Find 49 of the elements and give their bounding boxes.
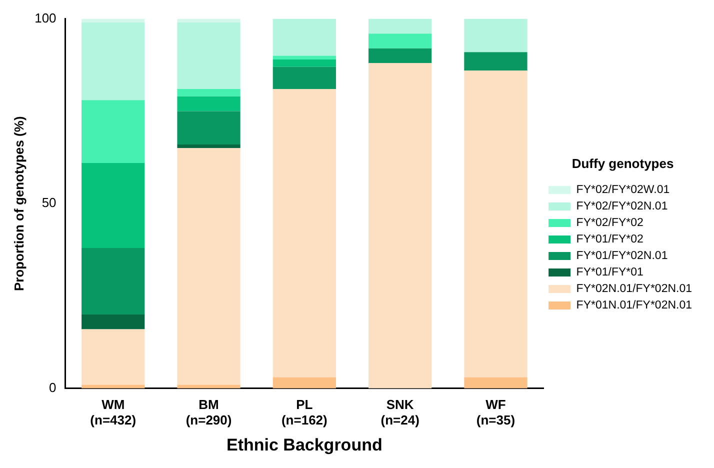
legend-label: FY*01N.01/FY*02N.01: [576, 300, 692, 312]
bar: [82, 100, 145, 163]
legend-label: FY*01/FY*01: [576, 266, 644, 279]
legend-label: FY*01/FY*02: [576, 234, 644, 246]
bar: [82, 248, 145, 314]
bar: [272, 59, 336, 67]
bar: [82, 384, 145, 388]
bar: [368, 18, 432, 34]
y-tick-label: 0: [49, 380, 56, 395]
bar: [177, 96, 240, 112]
x-tick-label: PL (n=162): [281, 396, 328, 428]
bar: [177, 111, 240, 144]
bar: [464, 377, 528, 388]
bar: [82, 22, 145, 100]
bar: [177, 22, 240, 90]
legend-label: FY*01/FY*02N.01: [576, 250, 668, 262]
bar: [82, 18, 145, 22]
x-tick-label: SNK (n=24): [380, 396, 420, 428]
bar: [464, 52, 528, 71]
legend-label: FY*02/FY*02N.01: [576, 200, 668, 213]
bar: [82, 162, 145, 248]
x-tick-label: WM (n=432): [90, 396, 136, 428]
bar: [177, 144, 240, 148]
bar: [368, 63, 432, 388]
y-tick-label: 100: [34, 10, 56, 26]
legend-label: FY*02/FY*02W.01: [576, 184, 670, 196]
bar: [272, 56, 336, 60]
bar: [272, 377, 336, 388]
legend-label: FY*02/FY*02: [576, 217, 644, 230]
bar: [464, 70, 528, 378]
bar: [272, 89, 336, 378]
y-tick-label: 50: [42, 195, 56, 210]
legend-title: Duffy genotypes: [572, 156, 674, 171]
x-tick-label: BM (n=290): [186, 396, 232, 428]
bar: [177, 89, 240, 96]
bar: [177, 18, 240, 22]
bar: [177, 384, 240, 388]
bar: [82, 314, 145, 330]
bar: [177, 148, 240, 385]
bar: [464, 18, 528, 52]
x-axis-title: Ethnic Background: [226, 435, 382, 454]
bar: [368, 48, 432, 64]
bar: [82, 329, 145, 385]
x-tick-label: WF (n=35): [476, 396, 516, 428]
y-axis-title: Proportion of genotypes (%): [11, 116, 26, 291]
bar: [272, 18, 336, 56]
legend-label: FY*02N.01/FY*02N.01: [576, 283, 692, 296]
bar: [272, 66, 336, 90]
bar: [368, 34, 432, 48]
